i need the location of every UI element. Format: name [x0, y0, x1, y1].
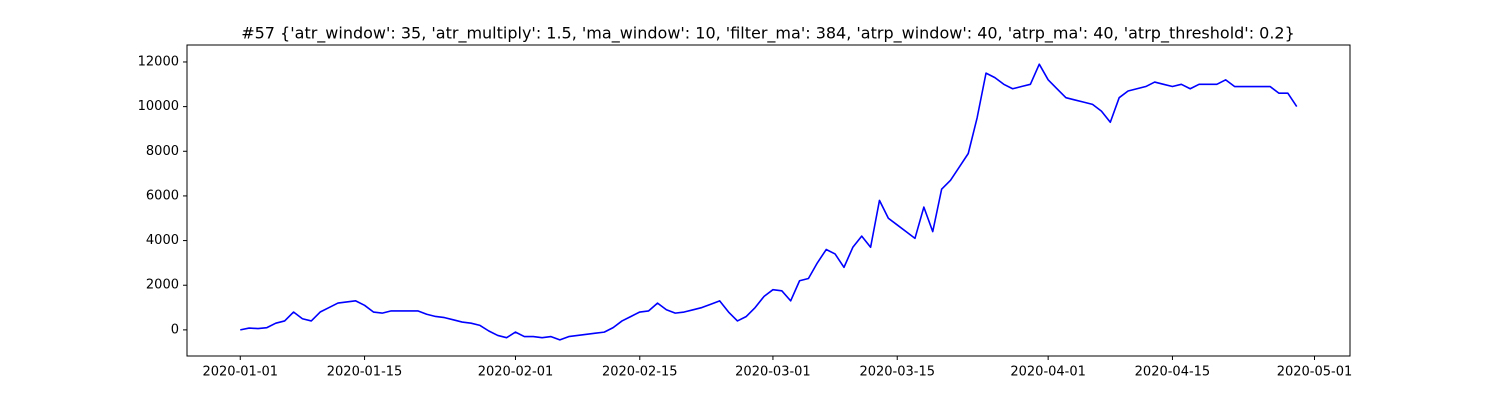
y-tick-label: 0: [171, 322, 179, 337]
y-tick-label: 12000: [138, 54, 179, 69]
x-tick-label: 2020-03-01: [735, 365, 811, 380]
x-tick-label: 2020-02-15: [602, 365, 678, 380]
data-line: [240, 63, 1298, 341]
y-tick-label: 2000: [146, 278, 179, 293]
y-tick-label: 8000: [146, 144, 179, 159]
x-tick-label: 2020-03-15: [859, 365, 935, 380]
x-tick-label: 2020-02-01: [478, 365, 554, 380]
y-tick-label: 10000: [138, 99, 179, 114]
y-tick-label: 6000: [146, 188, 179, 203]
x-tick-label: 2020-04-01: [1010, 365, 1086, 380]
y-tick-label: 4000: [146, 233, 179, 248]
x-tick-label: 2020-04-15: [1135, 365, 1211, 380]
x-tick-label: 2020-05-01: [1277, 365, 1353, 380]
x-tick-label: 2020-01-15: [327, 365, 403, 380]
plot-frame: [186, 44, 1351, 357]
chart-title: #57 {'atr_window': 35, 'atr_multiply': 1…: [241, 24, 1295, 44]
x-tick-label: 2020-01-01: [202, 365, 278, 380]
